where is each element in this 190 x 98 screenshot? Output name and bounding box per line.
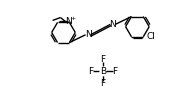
Text: F: F: [100, 55, 105, 64]
Text: N: N: [65, 17, 72, 26]
Text: F: F: [112, 67, 117, 76]
Text: F: F: [100, 78, 105, 88]
Text: F: F: [89, 67, 94, 76]
Text: Cl: Cl: [146, 32, 155, 41]
Text: +: +: [70, 15, 75, 20]
Text: N: N: [109, 20, 116, 29]
Text: N: N: [85, 30, 91, 39]
Text: B: B: [100, 67, 106, 76]
